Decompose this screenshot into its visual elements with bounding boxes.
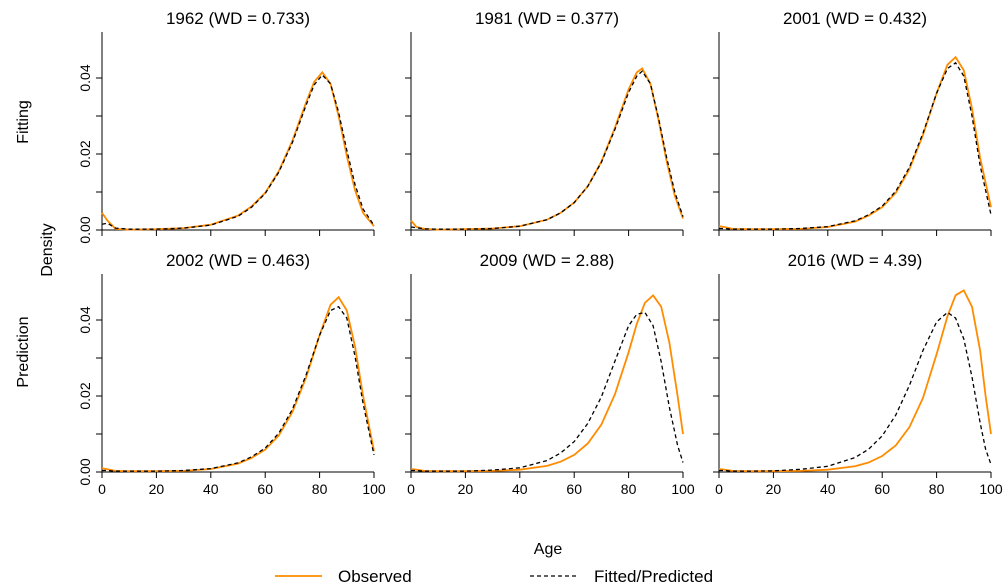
y-tick-label: 0.04 bbox=[77, 64, 93, 91]
panel-1: 1981 (WD = 0.377) bbox=[405, 9, 684, 236]
x-tick-label: 40 bbox=[512, 481, 528, 497]
shared-x-axis-title: Age bbox=[534, 541, 563, 558]
y-tick-label: 0.02 bbox=[77, 140, 93, 167]
x-tick-label: 0 bbox=[98, 481, 106, 497]
x-tick-label: 40 bbox=[203, 481, 219, 497]
legend: Observed Fitted/Predicted bbox=[275, 567, 713, 586]
row-label-fitting: Fitting bbox=[15, 100, 32, 144]
x-tick-label: 100 bbox=[362, 481, 386, 497]
panel-title: 2002 (WD = 0.463) bbox=[166, 251, 310, 270]
observed-series-line bbox=[718, 289, 992, 473]
x-tick-label: 20 bbox=[149, 481, 165, 497]
x-tick-label: 0 bbox=[407, 481, 415, 497]
x-tick-label: 80 bbox=[621, 481, 637, 497]
x-tick-label: 40 bbox=[820, 481, 836, 497]
x-tick-label: 100 bbox=[979, 481, 1003, 497]
y-tick-label: 0.02 bbox=[77, 382, 93, 409]
y-tick-label: 0.04 bbox=[77, 306, 93, 333]
observed-series-line bbox=[718, 55, 992, 231]
x-tick-label: 20 bbox=[766, 481, 782, 497]
x-tick-label: 80 bbox=[929, 481, 945, 497]
x-tick-label: 100 bbox=[671, 481, 695, 497]
y-tick-label: 0.00 bbox=[77, 458, 93, 485]
panel-0: 1962 (WD = 0.733) 0.00 0.02 0.04 bbox=[77, 9, 375, 244]
fitted-series-line bbox=[101, 74, 375, 230]
legend-observed-label: Observed bbox=[338, 567, 412, 586]
observed-series-line bbox=[101, 295, 375, 473]
x-tick-label: 80 bbox=[312, 481, 328, 497]
panel-title: 1981 (WD = 0.377) bbox=[475, 9, 619, 28]
row-label-prediction: Prediction bbox=[15, 316, 32, 387]
shared-y-axis-title: Density bbox=[39, 223, 56, 276]
panel-title: 2001 (WD = 0.432) bbox=[783, 9, 927, 28]
fitted-series-line bbox=[410, 70, 684, 230]
x-tick-label: 60 bbox=[566, 481, 582, 497]
x-tick-label: 60 bbox=[257, 481, 273, 497]
panel-title: 2009 (WD = 2.88) bbox=[480, 251, 615, 270]
fitted-series-line bbox=[411, 311, 684, 472]
observed-series-line bbox=[410, 67, 684, 231]
x-tick-label: 60 bbox=[874, 481, 890, 497]
panel-title: 2016 (WD = 4.39) bbox=[788, 251, 923, 270]
observed-series-line bbox=[101, 70, 375, 231]
observed-series-line bbox=[410, 293, 684, 473]
x-tick-label: 20 bbox=[458, 481, 474, 497]
panel-5: 2016 (WD = 4.39) 0 20 40 60 80 100 bbox=[713, 251, 1003, 497]
legend-fitted-label: Fitted/Predicted bbox=[594, 567, 713, 586]
panel-2: 2001 (WD = 0.432) bbox=[713, 9, 992, 236]
fitted-series-line bbox=[102, 305, 375, 472]
panel-4: 2009 (WD = 2.88) 0 20 40 60 80 100 bbox=[405, 251, 695, 497]
fitted-series-line bbox=[719, 61, 992, 230]
x-tick-label: 0 bbox=[715, 481, 723, 497]
panel-grid: 1962 (WD = 0.733) 0.00 0.02 0.04 1981 (WD = … bbox=[77, 9, 1003, 497]
fitted-series-line bbox=[719, 311, 992, 472]
panel-3: 2002 (WD = 0.463) 0.00 0.02 0.04 0 20 40 60 80 10… bbox=[77, 251, 386, 497]
panel-title: 1962 (WD = 0.733) bbox=[166, 9, 310, 28]
y-tick-label: 0.00 bbox=[77, 216, 93, 243]
